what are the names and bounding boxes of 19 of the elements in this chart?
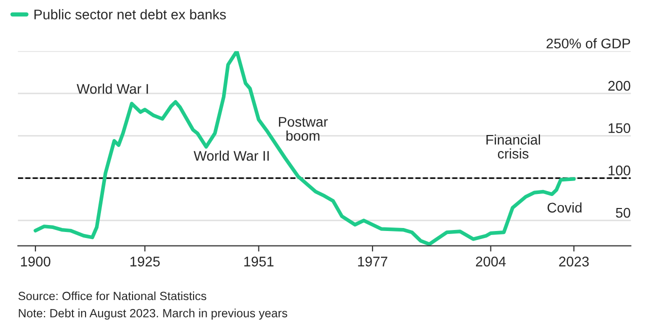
- x-tick-label: 1977: [358, 256, 388, 266]
- source-note: Source: Office for National Statistics: [18, 291, 206, 300]
- annotation: Financial crisis: [486, 134, 540, 159]
- y-tick-label: 50: [616, 208, 630, 218]
- x-tick-label: 1900: [21, 256, 50, 266]
- annotation: Covid: [548, 202, 582, 213]
- x-tick-label: 2023: [559, 256, 589, 266]
- legend-label: Public sector net debt ex banks: [34, 9, 226, 20]
- annotation: World War I: [76, 84, 148, 94]
- y-tick-label: 250% of GDP: [546, 38, 630, 48]
- x-tick-label: 1951: [244, 256, 274, 266]
- y-tick-label: 200: [608, 80, 630, 91]
- y-tick-label: 100: [608, 166, 630, 176]
- annotation: Postwar boom: [278, 117, 328, 141]
- x-tick-label: 1925: [130, 256, 160, 266]
- y-tick-label: 150: [608, 123, 630, 134]
- annotation: World War II: [194, 150, 269, 161]
- text: Note: Debt in August 2023. March in previous years: [18, 308, 288, 320]
- x-tick-label: 2004: [476, 256, 506, 266]
